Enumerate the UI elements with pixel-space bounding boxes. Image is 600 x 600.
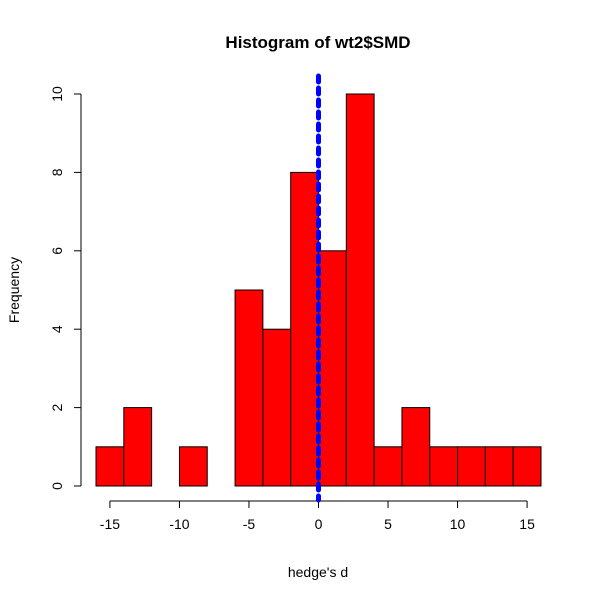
x-tick-label-3: 0 — [315, 516, 323, 532]
histogram-bar-13 — [457, 446, 486, 487]
x-tick-label-4: 5 — [384, 516, 392, 532]
x-tick-label-5: 10 — [450, 516, 466, 532]
y-tick-label-2: 4 — [49, 325, 65, 333]
histogram-bars — [95, 93, 542, 487]
y-tick-label-5: 10 — [49, 86, 65, 102]
histogram-bar-6 — [262, 328, 292, 487]
y-tick-label-3: 6 — [49, 247, 65, 255]
histogram-bar-14 — [484, 446, 514, 487]
histogram-bar-11 — [401, 407, 431, 487]
chart-title: Histogram of wt2$SMD — [225, 33, 410, 52]
x-tick-label-6: 15 — [519, 516, 535, 532]
histogram-bar-7 — [290, 171, 319, 487]
histogram-bar-1 — [123, 407, 153, 487]
y-axis: 0 2 4 6 8 10 — [49, 86, 82, 490]
histogram-bar-12 — [429, 446, 459, 487]
histogram-bar-0 — [95, 446, 125, 487]
histogram-bar-5 — [234, 289, 264, 487]
histogram-bar-10 — [373, 446, 403, 487]
y-axis-label: Frequency — [6, 257, 22, 323]
y-tick-label-4: 8 — [49, 168, 65, 176]
x-tick-label-2: -5 — [243, 516, 256, 532]
y-tick-label-0: 0 — [49, 482, 65, 490]
histogram-bar-9 — [345, 93, 375, 487]
x-tick-label-0: -15 — [100, 516, 120, 532]
y-tick-label-1: 2 — [49, 403, 65, 411]
histogram-bar-15 — [512, 446, 542, 487]
histogram-bar-3 — [178, 446, 208, 487]
x-tick-label-1: -10 — [169, 516, 189, 532]
histogram-bar-8 — [318, 250, 347, 487]
x-axis: -15 -10 -5 0 5 10 15 — [100, 500, 535, 532]
x-axis-label: hedge's d — [288, 564, 348, 580]
